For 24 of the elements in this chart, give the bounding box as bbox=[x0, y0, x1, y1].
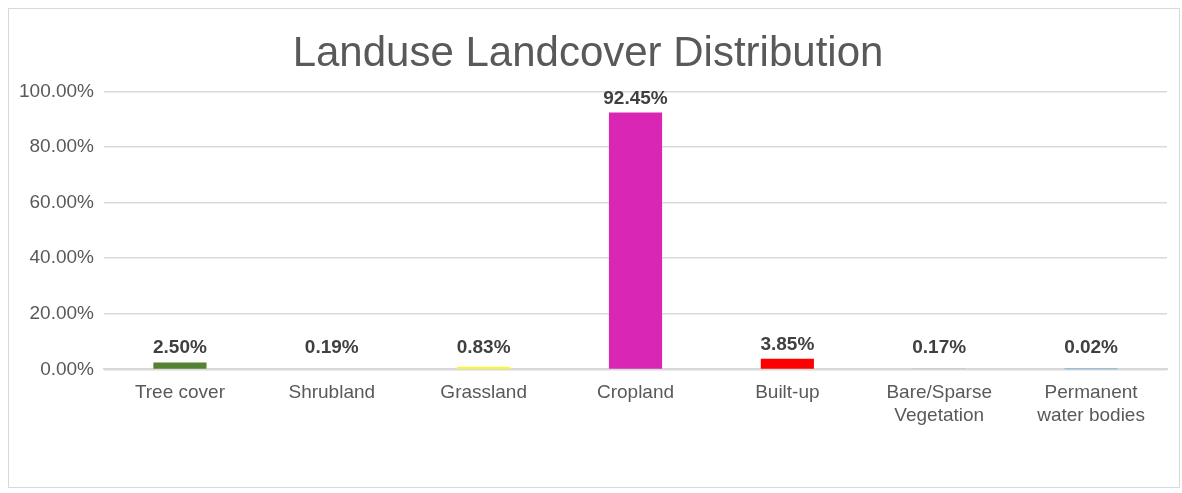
x-tick-label: Cropland bbox=[596, 381, 675, 403]
data-label: 0.19% bbox=[304, 336, 359, 358]
data-label: 2.50% bbox=[153, 336, 207, 358]
data-label: 0.83% bbox=[456, 336, 511, 358]
y-tick-label: 100.00% bbox=[18, 79, 95, 101]
bar bbox=[153, 362, 207, 369]
bar bbox=[760, 358, 814, 369]
data-label: 0.02% bbox=[1064, 336, 1119, 358]
x-tick-label: Shrubland bbox=[288, 381, 376, 403]
x-tick-label: Grassland bbox=[440, 381, 527, 403]
y-tick-label: 80.00% bbox=[29, 135, 95, 157]
x-tick-label: Permanent water bodies bbox=[1036, 381, 1145, 425]
y-tick-label: 20.00% bbox=[29, 302, 95, 324]
x-tick-label: Built-up bbox=[755, 381, 820, 403]
data-label: 92.45% bbox=[603, 87, 668, 109]
chart-title: Landuse Landcover Distribution bbox=[292, 27, 884, 75]
y-tick-label: 40.00% bbox=[29, 246, 95, 268]
y-tick-label: 60.00% bbox=[29, 190, 95, 212]
x-tick-label: Tree cover bbox=[134, 381, 226, 403]
data-label: 0.17% bbox=[912, 336, 967, 358]
x-tick-label: Bare/Sparse Vegetation bbox=[886, 381, 993, 425]
y-tick-label: 0.00% bbox=[40, 357, 95, 379]
data-label: 3.85% bbox=[760, 333, 815, 355]
bar bbox=[608, 112, 663, 369]
